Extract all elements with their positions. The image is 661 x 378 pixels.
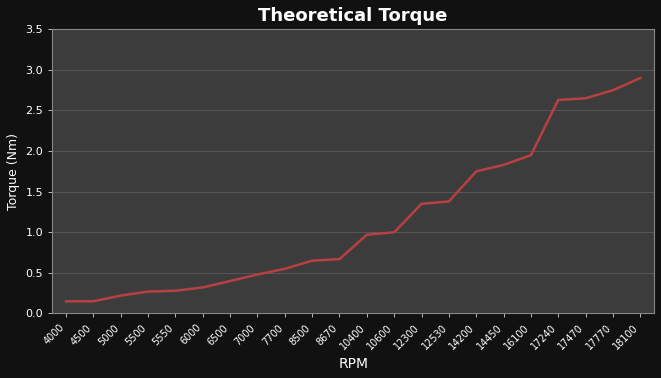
- Y-axis label: Torque (Nm): Torque (Nm): [7, 133, 20, 210]
- Title: Theoretical Torque: Theoretical Torque: [258, 7, 448, 25]
- X-axis label: RPM: RPM: [338, 357, 368, 371]
